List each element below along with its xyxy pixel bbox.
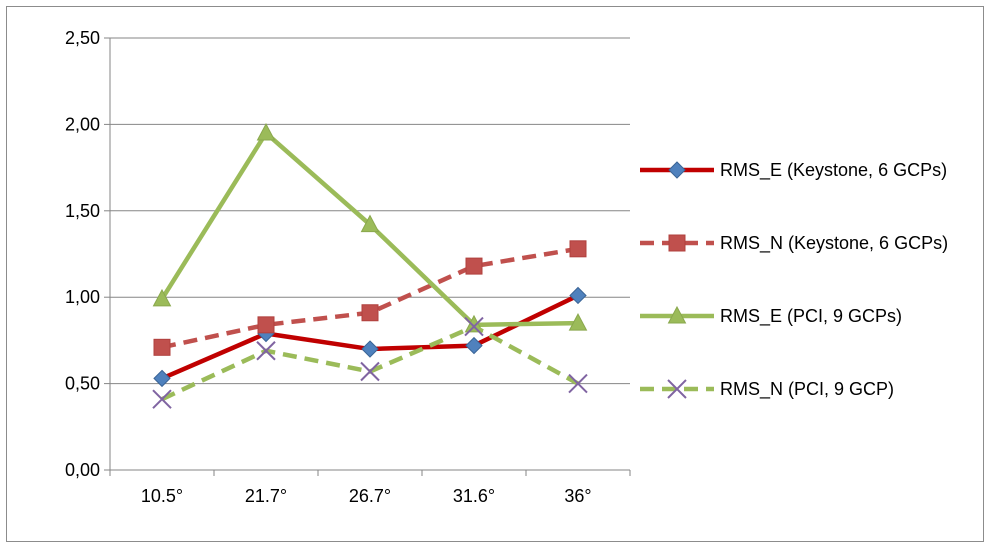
y-tick-label: 0,50 xyxy=(65,374,100,394)
data-point xyxy=(152,288,172,307)
data-point xyxy=(667,305,687,324)
x-tick-label: 21.7° xyxy=(245,486,287,506)
data-point xyxy=(361,340,379,358)
gridlines xyxy=(104,37,630,471)
legend-item: RMS_E (PCI, 9 GCPs) xyxy=(640,305,902,327)
data-point xyxy=(361,304,379,322)
legend: RMS_E (Keystone, 6 GCPs) RMS_N (Keystone,… xyxy=(640,160,948,400)
data-point xyxy=(465,257,483,275)
series-line xyxy=(161,324,580,402)
x-tick-label: 10.5° xyxy=(141,486,183,506)
y-tick-label: 2,50 xyxy=(65,28,100,48)
x-tick-label: 26.7° xyxy=(349,486,391,506)
legend-label: RMS_E (Keystone, 6 GCPs) xyxy=(720,160,947,181)
data-point xyxy=(568,373,588,394)
series-line xyxy=(161,246,579,350)
chart-frame xyxy=(6,6,984,542)
x-tick-label: 36° xyxy=(564,486,591,506)
legend-item: RMS_N (PCI, 9 GCP) xyxy=(640,379,894,400)
y-tick-label: 2,00 xyxy=(65,114,100,134)
data-point xyxy=(256,122,276,141)
data-point xyxy=(256,341,276,361)
data-point xyxy=(667,379,687,399)
legend-item: RMS_N (Keystone, 6 GCPs) xyxy=(640,233,948,254)
y-tick-label: 0,00 xyxy=(65,460,100,480)
legend-label: RMS_E (PCI, 9 GCPs) xyxy=(720,306,902,327)
series-3 xyxy=(152,122,588,333)
x-tick-label: 31.6° xyxy=(453,486,495,506)
data-point xyxy=(668,234,686,252)
data-point xyxy=(153,369,171,388)
data-point xyxy=(360,361,380,382)
y-tick-label: 1,50 xyxy=(65,201,100,221)
data-point xyxy=(668,161,686,179)
data-point xyxy=(464,316,484,337)
series-2 xyxy=(153,240,587,356)
legend-label: RMS_N (PCI, 9 GCP) xyxy=(720,379,894,400)
data-point xyxy=(152,389,172,409)
data-point xyxy=(569,240,587,258)
data-point xyxy=(360,214,380,233)
data-point xyxy=(257,316,275,334)
series-4 xyxy=(152,316,588,409)
legend-item: RMS_E (Keystone, 6 GCPs) xyxy=(640,160,947,181)
data-point xyxy=(153,338,171,356)
data-point xyxy=(465,336,483,355)
data-point xyxy=(568,313,588,331)
y-tick-label: 1,00 xyxy=(65,287,100,307)
data-point xyxy=(569,286,587,305)
legend-label: RMS_N (Keystone, 6 GCPs) xyxy=(720,233,948,254)
